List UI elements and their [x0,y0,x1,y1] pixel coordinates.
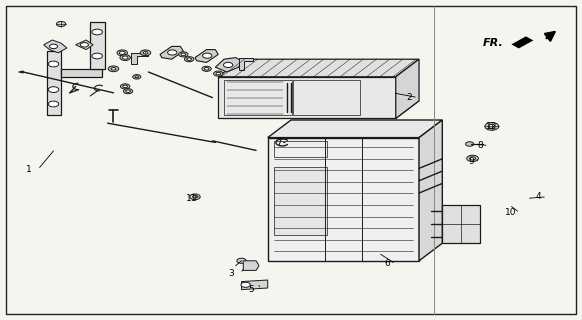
Polygon shape [268,138,419,261]
Circle shape [48,61,59,67]
Polygon shape [242,280,268,290]
Circle shape [204,68,209,70]
Bar [274,167,327,235]
Circle shape [466,142,474,146]
Circle shape [190,194,200,200]
Text: 11: 11 [186,194,198,203]
FancyArrow shape [512,35,535,48]
Polygon shape [61,69,102,77]
Polygon shape [195,50,218,62]
Circle shape [117,50,127,56]
Text: 4: 4 [535,192,541,201]
Circle shape [48,87,59,92]
Circle shape [193,196,197,198]
Polygon shape [160,46,183,59]
Bar [224,80,292,115]
Circle shape [92,53,102,59]
Polygon shape [239,58,253,70]
Polygon shape [47,51,61,115]
Bar [293,80,360,115]
Bar [274,141,327,157]
Text: 9: 9 [469,157,474,166]
Polygon shape [218,77,396,118]
Text: 2: 2 [406,93,412,102]
Circle shape [241,282,250,287]
Circle shape [123,85,127,88]
Text: 3: 3 [229,269,235,278]
Circle shape [202,66,211,71]
Text: 10: 10 [505,208,517,217]
Polygon shape [268,120,442,138]
Circle shape [179,52,188,57]
Circle shape [488,124,495,128]
Circle shape [123,89,133,94]
Polygon shape [218,101,419,118]
Text: FR.: FR. [482,38,503,48]
Circle shape [80,43,88,47]
Circle shape [181,53,186,56]
Circle shape [111,68,116,70]
Circle shape [214,71,223,76]
Circle shape [119,51,125,54]
Polygon shape [90,22,105,69]
Text: 7: 7 [276,138,282,147]
Circle shape [485,123,499,130]
Circle shape [49,44,58,49]
Text: 12: 12 [486,122,498,131]
Circle shape [470,157,475,160]
Polygon shape [419,120,442,261]
Circle shape [133,75,141,79]
Polygon shape [442,205,480,243]
Circle shape [92,29,102,35]
Circle shape [56,21,66,27]
Polygon shape [396,59,419,118]
Circle shape [140,50,151,56]
Circle shape [120,84,130,89]
Circle shape [143,52,148,54]
Circle shape [168,50,177,55]
Circle shape [187,58,191,60]
Circle shape [108,66,119,72]
Polygon shape [44,40,67,53]
Circle shape [126,90,130,92]
Polygon shape [218,59,419,77]
Circle shape [48,101,59,107]
Circle shape [120,55,130,60]
Circle shape [122,56,128,59]
Polygon shape [243,261,259,270]
Circle shape [203,53,212,58]
Text: 1: 1 [26,165,32,174]
Text: 5: 5 [249,285,254,294]
Polygon shape [76,40,93,50]
Circle shape [135,76,139,78]
Text: 8: 8 [477,141,483,150]
Circle shape [223,62,233,68]
Polygon shape [215,58,242,72]
Circle shape [467,155,478,162]
Circle shape [216,72,221,75]
Circle shape [184,57,194,62]
Polygon shape [131,53,148,64]
Circle shape [237,258,246,263]
Text: 6: 6 [384,260,390,268]
Polygon shape [19,71,23,73]
